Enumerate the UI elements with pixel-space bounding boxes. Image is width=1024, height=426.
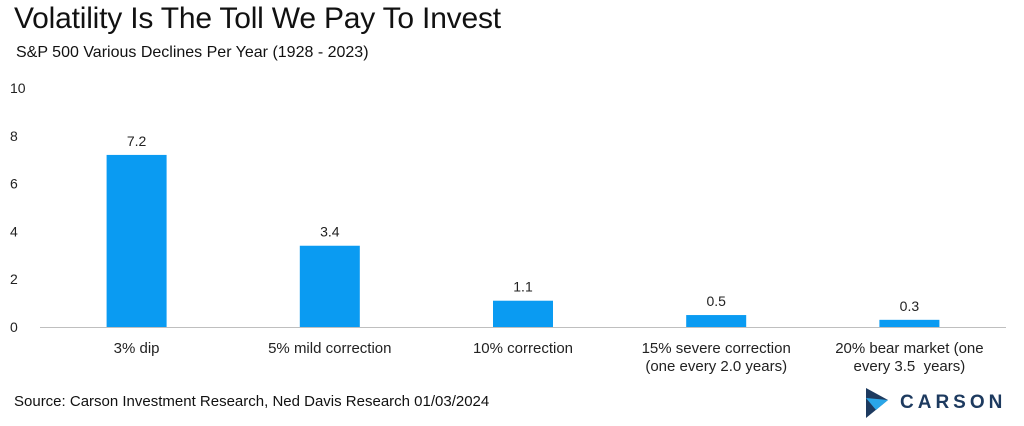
x-tick-label: 3% dip [114,340,160,357]
y-tick-label: 8 [10,128,18,144]
y-tick-label: 0 [10,319,18,335]
x-tick-label: 15% severe correction [642,340,791,357]
x-tick-label: 20% bear market (one [835,340,983,357]
data-label: 3.4 [320,224,340,240]
x-tick-label: (one every 2.0 years) [645,358,787,375]
x-tick-label: 10% correction [473,340,573,357]
data-label: 7.2 [127,133,147,149]
chart-subtitle: S&P 500 Various Declines Per Year (1928 … [16,44,369,61]
bar [493,300,553,327]
x-tick-label: 5% mild correction [268,340,391,357]
data-label: 0.3 [900,298,920,314]
bar [299,245,360,327]
bar [106,154,167,327]
y-tick-label: 10 [10,80,26,96]
y-tick-label: 4 [10,223,18,239]
carson-logo: CARSON [866,388,1006,418]
bar [879,319,940,327]
bar [686,315,747,327]
carson-logo-icon [866,388,888,418]
bar-chart: 0 2 4 6 8 10 7.2 3% dip 3.4 5% mild correction 1.1… [10,80,1006,375]
source-note: Source: Carson Investment Research, Ned … [14,393,490,410]
logo-text: CARSON [900,392,1007,413]
data-label: 1.1 [513,279,533,295]
chart-title: Volatility Is The Toll We Pay To Invest [14,2,501,35]
y-tick-label: 6 [10,176,18,192]
data-label: 0.5 [706,293,726,309]
y-tick-label: 2 [10,271,18,287]
x-tick-label: every 3.5 years) [854,358,966,375]
